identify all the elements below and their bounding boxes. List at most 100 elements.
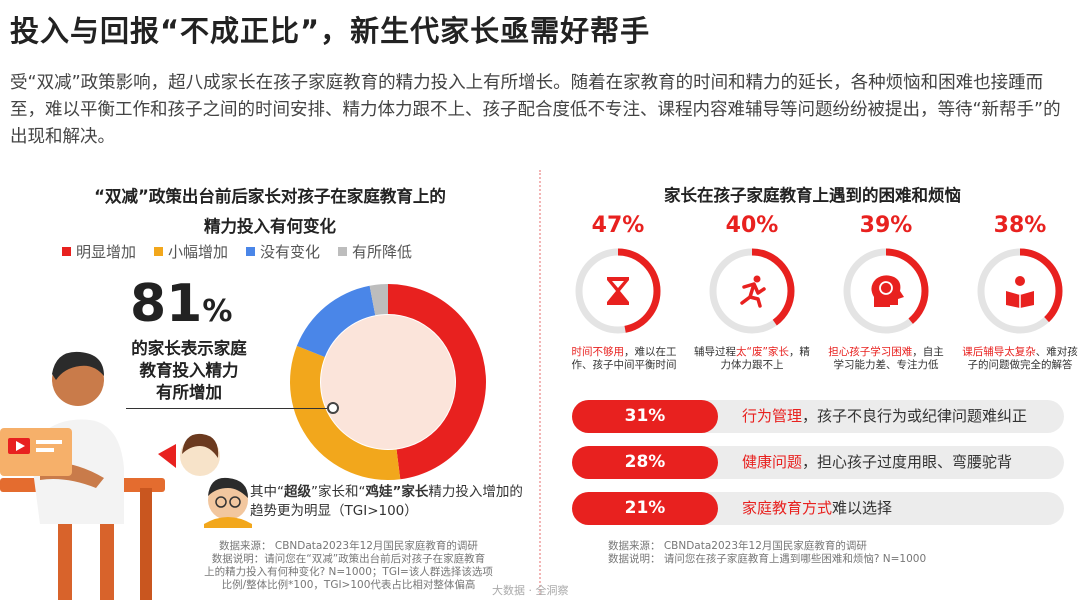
panel-divider — [539, 170, 541, 595]
bar-percentage: 28% — [572, 446, 718, 479]
legend-swatch — [246, 247, 256, 256]
legend-item: 有所降低 — [338, 241, 412, 262]
legend-item: 明显增加 — [62, 241, 136, 262]
note-rest: 精力投入增加的趋势更为明显（TGI>100） — [250, 484, 523, 519]
desk-leg — [140, 488, 152, 600]
bar-label: 健康问题，担心孩子过度用眼、弯腰驼背 — [742, 446, 1012, 479]
donut-slice — [296, 285, 376, 357]
big-number-value: 81 — [130, 274, 203, 334]
bar-label-rest: ，孩子不良行为或纪律问题难纠正 — [802, 407, 1028, 425]
running-person-icon — [753, 275, 761, 283]
ring-gauge — [843, 248, 929, 334]
ring-percentage: 39% — [859, 213, 913, 238]
note-term-jiwa: 鸡娃 — [365, 484, 393, 500]
chair-leg — [100, 518, 114, 600]
bar-label-highlight: 家庭教育方式 — [742, 499, 833, 517]
left-source-line4: 比例/整体比例*100，TGI>100代表占比相对整体偏高 — [221, 579, 476, 591]
donut-slice — [290, 345, 401, 480]
chair-leg — [58, 518, 72, 600]
left-source-note: 数据来源： CBNData2023年12月国民家庭教育的调研 数据说明：请问您在… — [176, 540, 521, 592]
intro-paragraph: 受“双减”政策影响，超八成家长在孩子家庭教育的精力投入上有所增长。随着在家教育的… — [10, 73, 1061, 147]
difficulty-bar: 31% 行为管理，孩子不良行为或纪律问题难纠正 — [572, 400, 1064, 433]
right-source-note: 数据来源： CBNData2023年12月国民家庭教育的调研 数据说明： 请问您… — [608, 540, 1028, 566]
big-percentage-caption: 的家长表示家庭 教育投入精力 有所增加 — [108, 338, 270, 404]
right-source-line1: 数据来源： CBNData2023年12月国民家庭教育的调研 — [608, 540, 867, 552]
note-prefix: 其中“ — [250, 484, 284, 500]
right-source-line2: 数据说明： 请问您在孩子家庭教育上遇到哪些困难和烦恼? N=1000 — [608, 553, 927, 565]
ring-gauge — [709, 248, 795, 334]
ring-description: 时间不够用，难以在工作、孩子中间平衡时间 — [566, 346, 682, 372]
hair — [52, 351, 104, 380]
ring-description: 课后辅导太复杂、难对孩子的问题做完全的解答 — [962, 346, 1078, 372]
glasses-icon — [215, 496, 227, 508]
legend-item: 小幅增加 — [154, 241, 228, 262]
page-title: 投入与回报“不成正比”，新生代家长亟需好帮手 — [10, 14, 651, 48]
difficulty-ring: 40% — [702, 212, 802, 336]
difficulty-ring: 47% — [568, 212, 668, 336]
super-parent-note: 其中“超级”家长和“鸡娃”家长精力投入增加的趋势更为明显（TGI>100） — [250, 483, 530, 521]
ring-desc-rest: ，自主学习能力差、专注力低 — [833, 346, 944, 371]
megaphone-icon — [158, 444, 176, 468]
boy-shirt — [204, 517, 252, 528]
ring-fill — [575, 248, 661, 334]
woman-hair — [182, 433, 219, 458]
boy-hair — [208, 477, 248, 498]
reading-person-icon — [1015, 276, 1025, 286]
difficulty-bar: 28% 健康问题，担心孩子过度用眼、弯腰驼背 — [572, 446, 1064, 479]
legend-label: 小幅增加 — [168, 243, 229, 261]
bar-percentage: 21% — [572, 492, 718, 525]
ring-desc-rest: 、难对孩子的问题做完全的解答 — [967, 346, 1078, 371]
legend-item: 没有变化 — [246, 241, 320, 262]
legend-swatch — [338, 247, 348, 256]
ring-fill — [843, 248, 929, 334]
left-source-line2: 数据说明：请问您在“双减”政策出台前后对孩子在家庭教育 — [211, 553, 486, 565]
leader-dot — [327, 402, 339, 414]
difficulty-ring: 38% — [970, 212, 1070, 336]
left-chart-title: “双减”政策出台前后家长对孩子在家庭教育上的 精力投入有何变化 — [20, 182, 520, 242]
donut-slice — [388, 284, 486, 480]
donut-slice — [369, 284, 388, 316]
brain-head-icon — [871, 275, 904, 307]
brain-head-icon — [871, 275, 904, 307]
brain-mark — [879, 281, 893, 295]
ring-desc-prefix: 辅导过程 — [694, 346, 737, 358]
ring-desc-rest: ，难以在工作、孩子中间平衡时间 — [571, 346, 677, 371]
donut-chart — [290, 284, 486, 480]
legend-label: 明显增加 — [76, 243, 137, 261]
reading-person-icon — [1006, 276, 1034, 308]
ring-gauge — [977, 248, 1063, 334]
left-source-line3: 上的精力投入有何种变化? N=1000；TGI=该人群选择该选项 — [204, 566, 493, 578]
ring-percentage: 38% — [993, 213, 1047, 238]
left-title-line1: “双减”政策出台前后家长对孩子在家庭教育上的 — [94, 187, 446, 206]
ring-desc-highlight: 担心孩子学习困难 — [828, 346, 913, 358]
difficulty-bar: 21% 家庭教育方式难以选择 — [572, 492, 1064, 525]
caption-line2: 教育投入精力 — [139, 361, 239, 380]
ring-desc-highlight: 课后辅导太复杂 — [962, 346, 1036, 358]
hourglass-icon — [607, 277, 629, 305]
left-title-line2: 精力投入有何变化 — [204, 217, 336, 236]
hourglass-sand — [612, 281, 624, 288]
legend-swatch — [154, 247, 164, 256]
bar-label-rest: ，担心孩子过度用眼、弯腰驼背 — [802, 453, 1013, 471]
ring-percentage: 47% — [591, 213, 645, 238]
big-percentage: 81% — [130, 276, 232, 340]
glasses-icon — [229, 496, 241, 508]
ring-desc-highlight: 时间不够用 — [571, 346, 625, 358]
parent-illustration — [0, 351, 252, 600]
note-term-super: 超级 — [284, 484, 311, 500]
left-source-line1: 数据来源： CBNData2023年12月国民家庭教育的调研 — [219, 540, 478, 552]
difficulty-ring: 39% — [836, 212, 936, 336]
ring-fill — [977, 248, 1063, 334]
note-mid2: ”家长 — [392, 484, 429, 500]
ring-percentage: 40% — [725, 213, 779, 238]
legend-label: 没有变化 — [260, 243, 321, 261]
ring-description: 辅导过程太“废”家长，精力体力跟不上 — [694, 346, 810, 372]
bar-label: 行为管理，孩子不良行为或纪律问题难纠正 — [742, 400, 1027, 433]
ring-desc-rest: ，精力体力跟不上 — [720, 346, 810, 371]
ring-gauge — [575, 248, 661, 334]
bar-label-rest: 难以选择 — [832, 499, 893, 517]
bar-label: 家庭教育方式难以选择 — [742, 492, 892, 525]
donut-center — [321, 315, 455, 449]
leader-line — [126, 408, 332, 409]
bar-label-highlight: 健康问题 — [742, 453, 803, 471]
